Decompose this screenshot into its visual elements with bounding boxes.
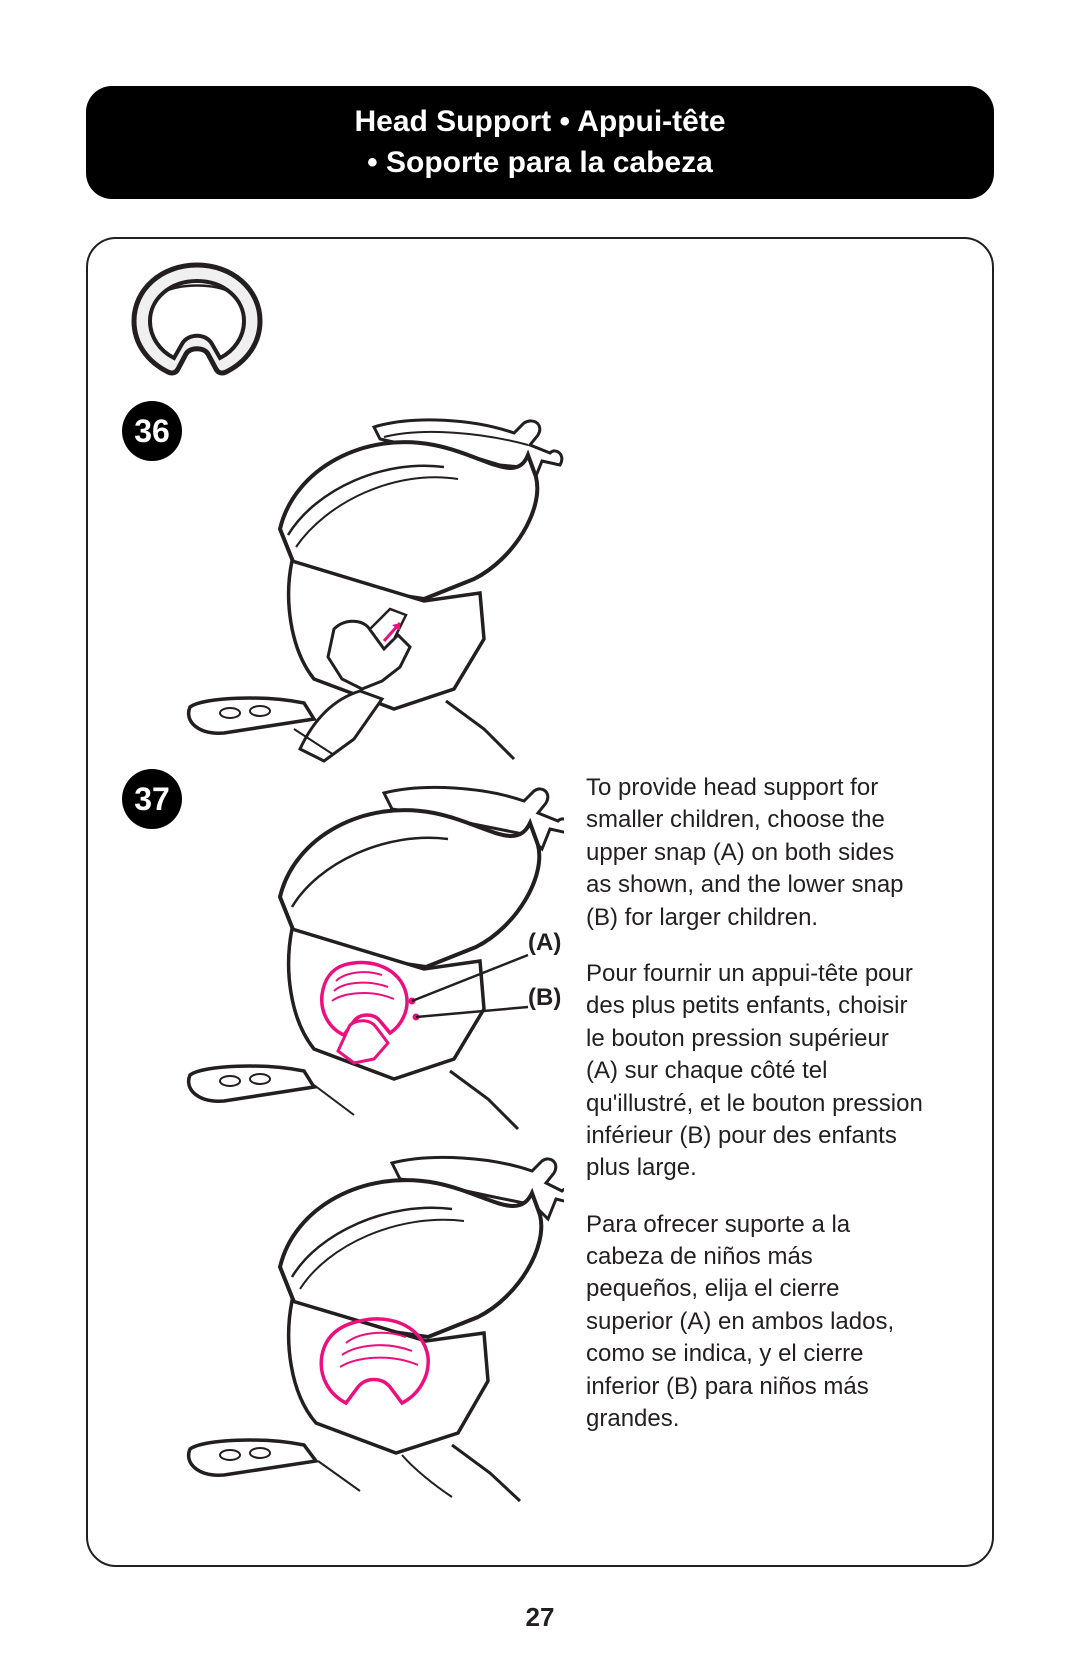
- instruction-column: To provide head support for smaller chil…: [586, 772, 924, 1459]
- page: Head Support • Appui-tête • Soporte para…: [0, 0, 1080, 1669]
- diagram-step-36: [184, 409, 564, 769]
- step-number-37: 37: [134, 781, 170, 818]
- instruction-en: To provide head support for smaller chil…: [586, 772, 924, 934]
- instruction-fr: Pour fournir un appui-tête pour des plus…: [586, 958, 924, 1185]
- step-number-36: 36: [134, 413, 170, 450]
- page-number: 27: [0, 1602, 1080, 1633]
- head-cushion-icon: [122, 259, 272, 389]
- header-line-2: • Soporte para la cabeza: [367, 146, 713, 179]
- callout-label-b: (B): [528, 984, 561, 1012]
- diagram-final: [184, 1149, 564, 1509]
- content-panel: 36 37: [86, 237, 994, 1567]
- section-header: Head Support • Appui-tête • Soporte para…: [86, 86, 994, 199]
- diagram-step-37: [184, 779, 564, 1139]
- step-badge-36: 36: [122, 401, 182, 461]
- instruction-es: Para ofrecer suporte a la cabeza de niño…: [586, 1209, 924, 1436]
- step-badge-37: 37: [122, 769, 182, 829]
- header-line-1: Head Support • Appui-tête: [354, 105, 725, 138]
- callout-label-a: (A): [528, 929, 561, 957]
